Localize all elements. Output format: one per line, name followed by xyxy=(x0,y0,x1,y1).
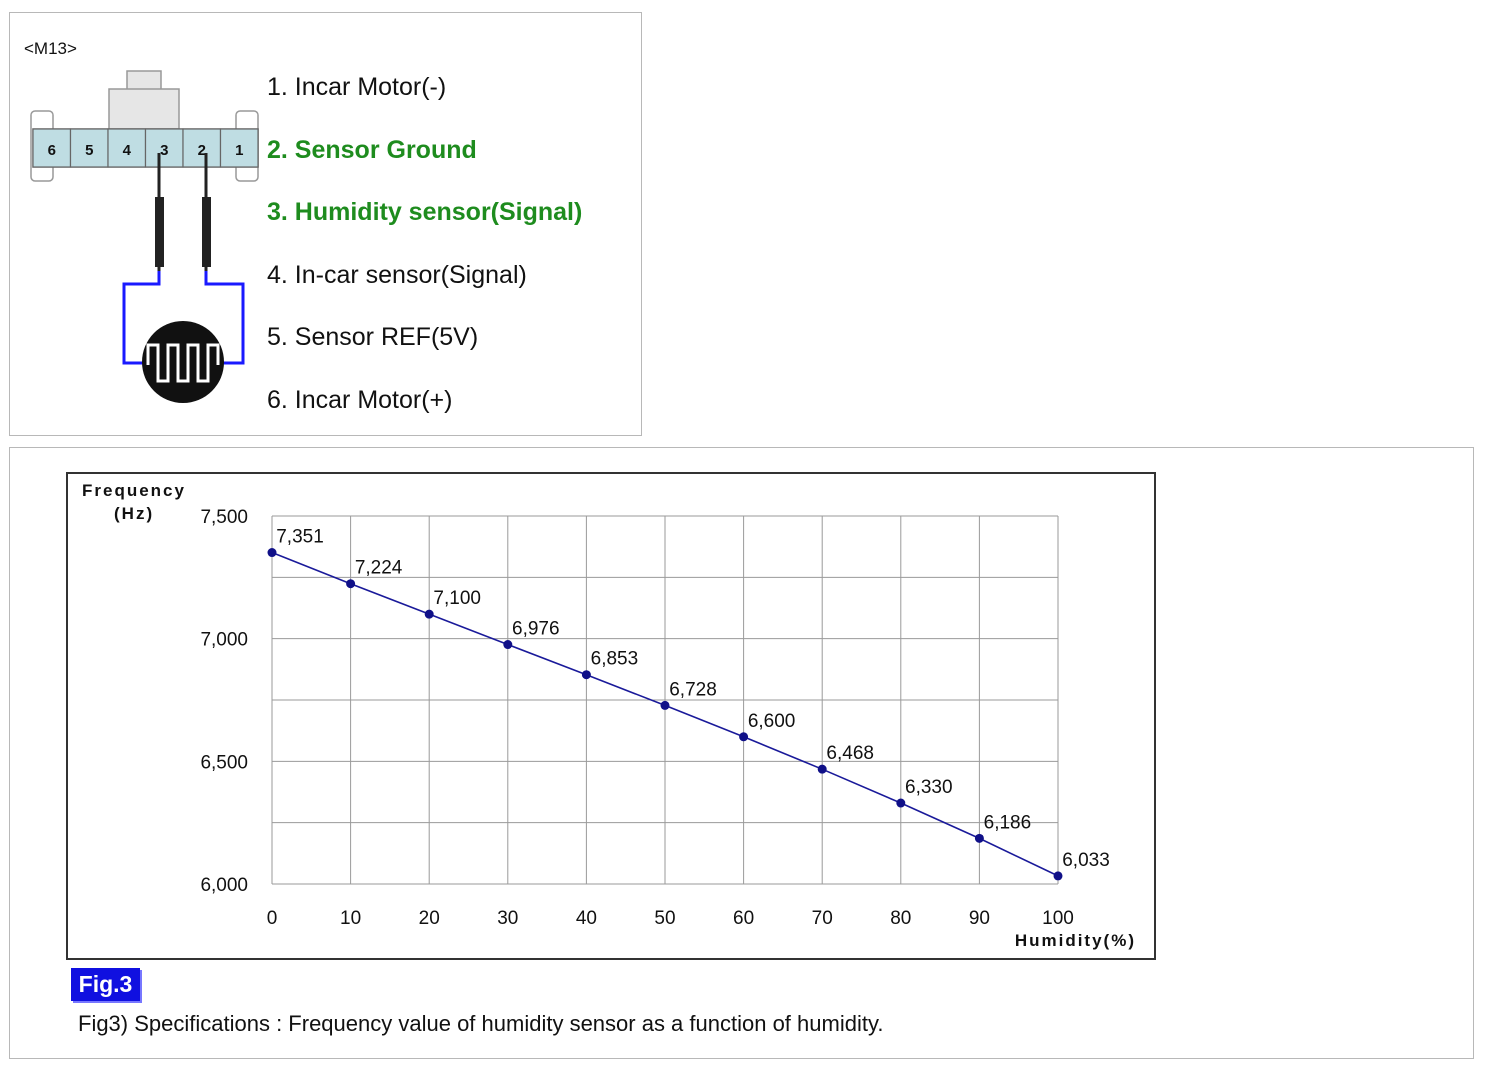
x-tick-label: 40 xyxy=(576,908,597,929)
connector-pins: 6 5 4 3 2 1 xyxy=(32,128,259,168)
data-label: 6,186 xyxy=(984,812,1032,833)
x-tick-label: 70 xyxy=(812,908,833,929)
data-label: 6,468 xyxy=(826,743,874,764)
y-tick-label: 7,500 xyxy=(200,507,248,528)
pin-number-1: 1 xyxy=(235,142,243,159)
data-label: 7,351 xyxy=(276,527,324,548)
x-tick-label: 100 xyxy=(1042,908,1074,929)
wire-harness xyxy=(122,153,245,365)
data-point xyxy=(346,579,356,589)
pin-label-2: 2. Sensor Ground xyxy=(267,135,477,164)
connector-panel: <M13> 6 5 4 3 2 1 1. Incar Motor(-) 2. Sensor … xyxy=(9,12,642,436)
data-point xyxy=(1053,871,1063,881)
x-axis-title: Humidity(%) xyxy=(1015,931,1136,950)
pin-cell-2 xyxy=(182,128,222,168)
x-tick-label: 80 xyxy=(890,908,911,929)
data-label: 6,976 xyxy=(512,619,560,640)
pin-cell-1 xyxy=(219,128,259,168)
y-tick-label: 6,000 xyxy=(200,875,248,896)
pin-number-2: 2 xyxy=(198,142,206,159)
pin-number-3: 3 xyxy=(160,142,168,159)
connector-id: <M13> xyxy=(24,39,77,58)
data-point xyxy=(581,670,591,680)
y-tick-label: 6,500 xyxy=(200,752,248,773)
data-point xyxy=(974,833,984,843)
x-tick-label: 90 xyxy=(969,908,990,929)
x-tick-label: 50 xyxy=(654,908,675,929)
x-tick-label: 10 xyxy=(340,908,361,929)
pin-label-5: 5. Sensor REF(5V) xyxy=(267,323,479,351)
pin-number-5: 5 xyxy=(85,142,93,159)
chart-frame: Frequency (Hz) 6,000 6,500 7,000 7,500 0 10 20 30… xyxy=(66,472,1156,960)
data-label: 7,224 xyxy=(355,558,403,579)
data-point xyxy=(503,640,513,650)
humidity-sensor-icon xyxy=(142,321,224,403)
chart-grid xyxy=(271,515,1059,885)
pin-label-6: 6. Incar Motor(+) xyxy=(267,385,453,414)
y-tick-label: 7,000 xyxy=(200,630,248,651)
y-axis-title: Frequency xyxy=(82,481,186,500)
data-point xyxy=(267,548,277,558)
x-tick-label: 60 xyxy=(733,908,754,929)
data-label: 6,033 xyxy=(1062,850,1110,871)
x-tick-label: 20 xyxy=(419,908,440,929)
data-point xyxy=(739,732,749,742)
data-label: 7,100 xyxy=(433,588,481,609)
data-point xyxy=(896,798,906,808)
figure-caption: Fig3) Specifications : Frequency value o… xyxy=(78,1011,884,1036)
data-label: 6,853 xyxy=(591,649,639,670)
pin-label-1: 1. Incar Motor(-) xyxy=(267,73,447,101)
pin-cell-5 xyxy=(69,128,109,168)
data-label: 6,600 xyxy=(748,711,796,732)
figure-badge: Fig.3 xyxy=(71,968,140,1001)
data-point xyxy=(424,609,434,619)
connector-diagram: 6 5 4 3 2 1 xyxy=(30,70,259,403)
data-label: 6,728 xyxy=(669,679,717,700)
pin-label-4: 4. In-car sensor(Signal) xyxy=(267,260,527,289)
pin-cell-4 xyxy=(107,128,147,168)
pin-label-3: 3. Humidity sensor(Signal) xyxy=(267,198,583,226)
pin-cell-3 xyxy=(144,128,184,168)
pin-number-6: 6 xyxy=(48,142,56,159)
x-tick-label: 30 xyxy=(497,908,518,929)
pin-legend: 1. Incar Motor(-) 2. Sensor Ground 3. Humi… xyxy=(267,69,582,444)
y-axis-unit: (Hz) xyxy=(114,504,154,523)
x-tick-label: 0 xyxy=(267,908,278,929)
data-label: 6,330 xyxy=(905,777,953,798)
chart-panel: Frequency (Hz) 6,000 6,500 7,000 7,500 0 10 20 30… xyxy=(9,447,1474,1059)
pin-number-4: 4 xyxy=(123,142,132,159)
data-point xyxy=(660,700,670,710)
humidity-frequency-chart: Frequency (Hz) 6,000 6,500 7,000 7,500 0 10 20 30… xyxy=(82,481,1136,950)
data-point xyxy=(817,764,827,774)
